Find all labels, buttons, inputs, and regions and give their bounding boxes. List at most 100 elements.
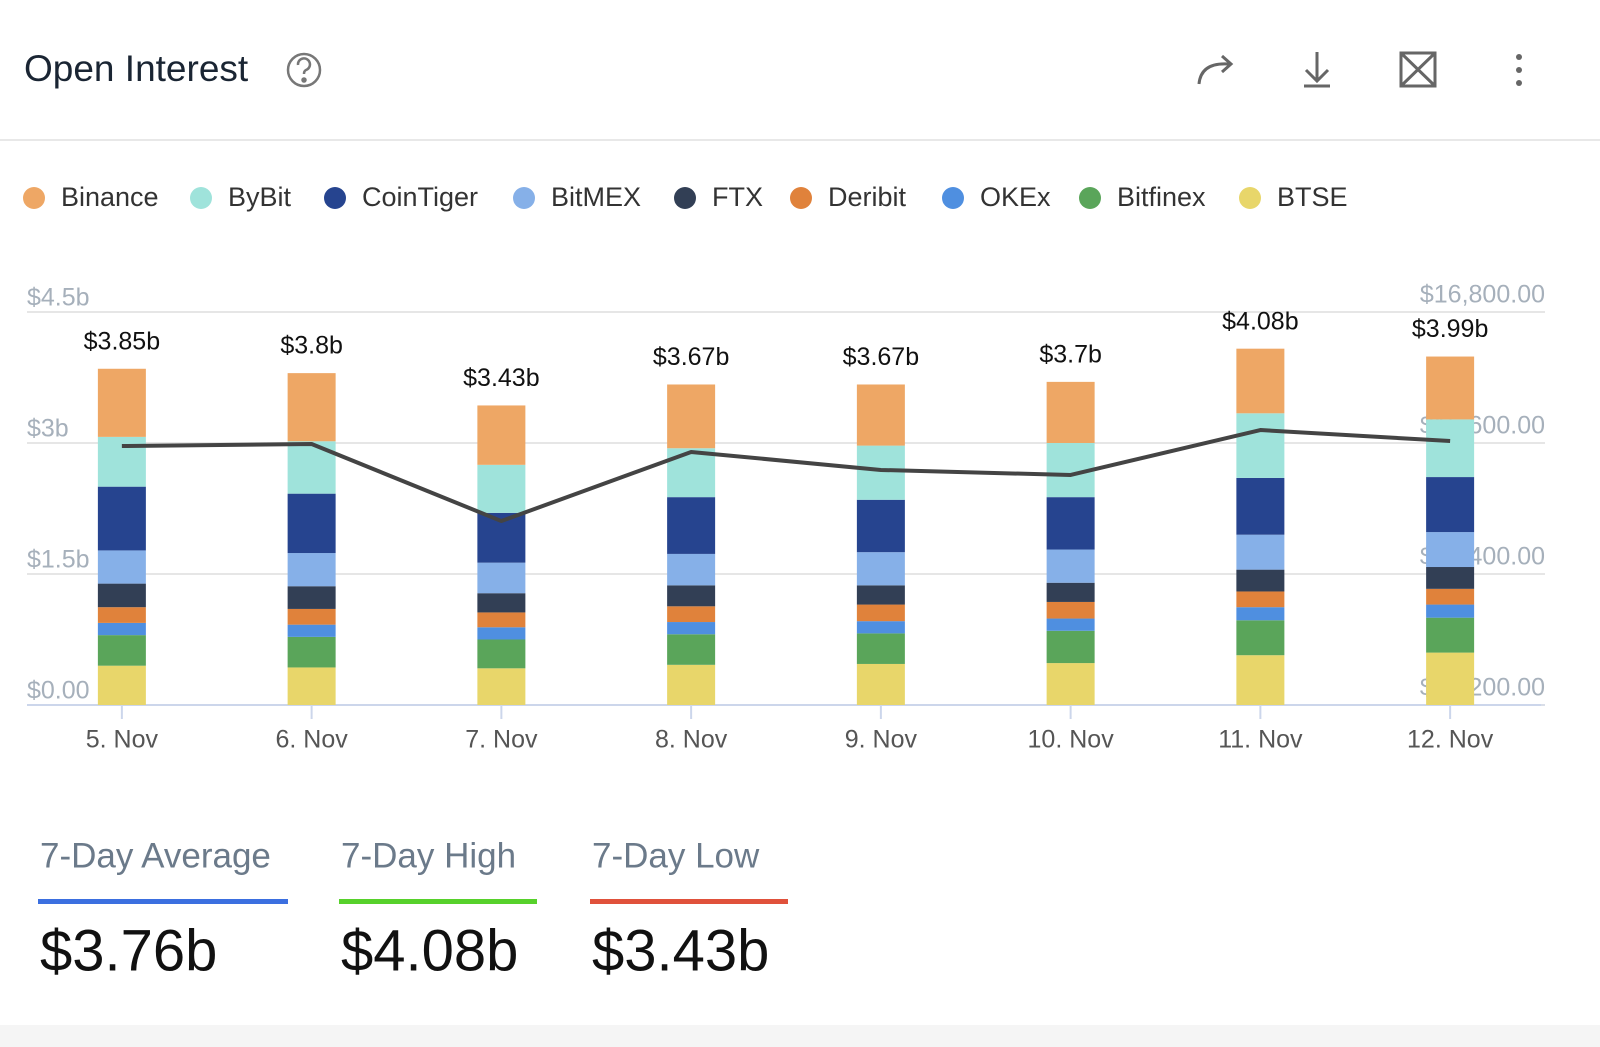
- bar-segment: [1046, 663, 1095, 705]
- total-label: $3.8b: [280, 332, 343, 360]
- bar-segment: [856, 384, 905, 446]
- bar-segment: [97, 368, 146, 437]
- download-icon[interactable]: [1304, 52, 1330, 88]
- bar-segment: [1236, 413, 1285, 478]
- bar-segment: [1236, 620, 1285, 656]
- bar-segment: [1236, 534, 1285, 570]
- x-tick-label: 11. Nov: [1218, 726, 1303, 754]
- bar-segment: [856, 445, 905, 500]
- footer-strip: [0, 1025, 1600, 1047]
- bar-segment: [477, 562, 526, 594]
- stat-label: 7-Day Average: [40, 836, 271, 875]
- y-tick-label: $3b: [27, 415, 69, 443]
- bar-segment: [856, 585, 905, 605]
- total-label: $3.7b: [1039, 340, 1102, 368]
- legend-swatch: [324, 187, 346, 209]
- bar-segment: [667, 622, 716, 635]
- y2-tick-label: $16,800.00: [1420, 281, 1545, 309]
- legend-swatch: [790, 187, 812, 209]
- bar-segment: [477, 405, 526, 465]
- legend-swatch: [190, 187, 212, 209]
- bar-segment: [1426, 532, 1475, 568]
- bar-segment: [856, 633, 905, 664]
- legend-label: OKEx: [980, 182, 1051, 212]
- bar-segment: [97, 622, 146, 636]
- bar-segment: [856, 663, 905, 705]
- total-label: $3.99b: [1412, 315, 1488, 343]
- x-tick-label: 9. Nov: [845, 726, 918, 754]
- bar-segment: [287, 608, 336, 625]
- bar-segment: [667, 634, 716, 665]
- legend-swatch: [674, 187, 696, 209]
- menu-icon[interactable]: [1516, 54, 1522, 86]
- title: Open Interest: [24, 48, 249, 89]
- stat-label: 7-Day High: [341, 836, 516, 875]
- bar-segment: [287, 553, 336, 587]
- bar-segment: [287, 624, 336, 637]
- y-tick-label: $4.5b: [27, 284, 90, 312]
- legend-label: BitMEX: [551, 182, 641, 212]
- x-tick-label: 8. Nov: [655, 726, 728, 754]
- bar-segment: [1046, 582, 1095, 602]
- bar-segment: [97, 550, 146, 584]
- bar-segment: [477, 639, 526, 669]
- legend-swatch: [1079, 187, 1101, 209]
- bar-segment: [667, 664, 716, 705]
- bar-segment: [667, 448, 716, 498]
- bar-segment: [1046, 497, 1095, 550]
- bar-segment: [1426, 419, 1475, 478]
- x-tick-label: 5. Nov: [86, 726, 159, 754]
- legend-label: Binance: [61, 182, 159, 212]
- bar-segment: [856, 604, 905, 622]
- share-icon[interactable]: [1197, 54, 1234, 85]
- legend-label: BTSE: [1277, 182, 1348, 212]
- x-tick-label: 10. Nov: [1028, 726, 1115, 754]
- bar-segment: [1236, 569, 1285, 592]
- bar-segment: [1236, 607, 1285, 621]
- bar-segment: [97, 607, 146, 623]
- bar-segment: [287, 586, 336, 609]
- bar-segment: [667, 384, 716, 449]
- stat-underline: [38, 899, 288, 904]
- stat-underline: [590, 899, 788, 904]
- stat-value: $3.43b: [592, 918, 769, 983]
- bar-segment: [287, 667, 336, 705]
- bar-segment: [477, 668, 526, 705]
- bar-segment: [1426, 567, 1475, 589]
- bar-segment: [856, 621, 905, 634]
- bar-segment: [856, 499, 905, 553]
- bar-segment: [287, 373, 336, 442]
- x-tick-label: 6. Nov: [275, 726, 348, 754]
- legend-label: FTX: [712, 182, 763, 212]
- total-label: $3.67b: [843, 343, 919, 371]
- bar-segment: [1046, 630, 1095, 664]
- bar-segment: [287, 636, 336, 668]
- expand-icon[interactable]: [1399, 51, 1437, 88]
- bar-segment: [1236, 348, 1285, 414]
- legend-label: Deribit: [828, 182, 907, 212]
- bar-segment: [1426, 588, 1475, 605]
- legend-swatch: [942, 187, 964, 209]
- legend-label: CoinTiger: [362, 182, 478, 212]
- total-label: $4.08b: [1222, 307, 1298, 335]
- legend-swatch: [513, 187, 535, 209]
- bar-segment: [97, 583, 146, 608]
- bar-segment: [1046, 601, 1095, 619]
- bar-segment: [667, 585, 716, 607]
- y-tick-label: $0.00: [27, 677, 90, 705]
- bar-segment: [856, 552, 905, 586]
- y-tick-label: $1.5b: [27, 546, 90, 574]
- x-tick-label: 12. Nov: [1407, 726, 1494, 754]
- bar-segment: [1046, 618, 1095, 631]
- help-icon[interactable]: [286, 52, 322, 88]
- bar-segment: [1046, 549, 1095, 583]
- bar-segment: [1236, 655, 1285, 705]
- legend-swatch: [23, 187, 45, 209]
- total-label: $3.67b: [653, 343, 729, 371]
- bar-segment: [97, 635, 146, 666]
- legend-swatch: [1239, 187, 1261, 209]
- bar-segment: [667, 497, 716, 554]
- bar-segment: [1426, 477, 1475, 533]
- stat-label: 7-Day Low: [592, 836, 760, 875]
